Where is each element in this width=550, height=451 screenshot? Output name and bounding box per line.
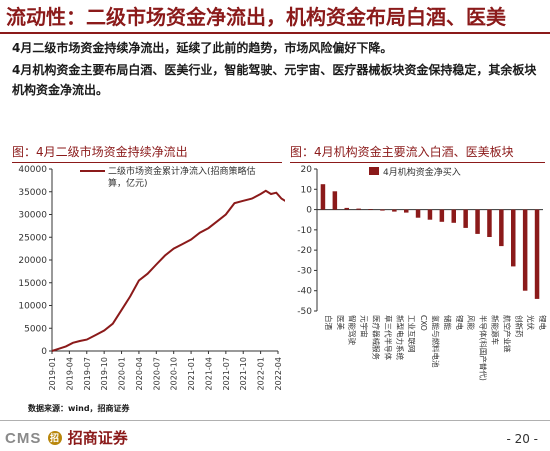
y-tick-label: 0: [306, 206, 312, 216]
x-category-label: 锂电: [455, 315, 465, 330]
x-tick-label: 2021-01: [187, 357, 196, 390]
bar: [451, 209, 456, 223]
x-category-label: 氢能与燃料电池: [431, 315, 441, 368]
bar: [499, 209, 504, 247]
y-tick-label: 40000: [18, 165, 47, 175]
y-tick-label: 20: [301, 165, 313, 175]
bar: [522, 209, 528, 291]
left-chart-title: 图：4月二级市场资金持续净流出: [12, 145, 188, 159]
bars: [320, 184, 540, 299]
logo-cn-text: 招商证券: [67, 430, 128, 447]
x-category-label: 锂电: [538, 315, 548, 330]
x-category-label: 元宇宙: [360, 315, 370, 338]
bar: [475, 209, 480, 234]
legend-label-cont: 算，亿元): [108, 177, 148, 189]
y-axis: 0 5000 10000 15000 20000 25000 30000 35000 40000: [18, 165, 53, 357]
y-tick-label: 10: [301, 185, 313, 195]
y-tick-label: 35000: [18, 188, 47, 198]
right-chart-title: 图：4月机构资金主要流入白酒、医美板块: [290, 145, 514, 159]
x-tick-label: 2019-04: [65, 357, 74, 390]
x-category-label: CXO: [419, 315, 428, 331]
x-tick-label: 2021-10: [239, 357, 248, 390]
x-category-label: 草三代半导体: [383, 315, 393, 360]
legend-label: 4月机构资金净买入: [383, 166, 461, 178]
y-tick-label: 20000: [18, 256, 47, 266]
x-tick-label: 2021-04: [204, 357, 213, 390]
x-tick-label: 2020-07: [152, 357, 161, 390]
legend-label: 二级市场资金累计净流入(招商策略估: [108, 165, 256, 177]
x-axis: 2019-01 2019-04 2019-07 2019-10 2020-01 2020-…: [48, 350, 283, 390]
logo-badge-icon: 招: [47, 431, 62, 445]
y-tick-label: 5000: [24, 324, 47, 334]
y-tick-label: -30: [297, 266, 312, 276]
x-category-label: 航空产业链: [502, 315, 512, 353]
series-line: [51, 189, 285, 352]
y-tick-label: 15000: [18, 279, 47, 289]
x-category-label: 风能: [467, 315, 477, 330]
x-category-label: 半导体(科国产替代): [479, 315, 489, 381]
bar: [380, 209, 385, 211]
bar: [534, 209, 540, 299]
bullet-2: 4月机构资金主要布局白酒、医美行业，智能驾驶、元宇宙、医疗器械板块资金保持稳定，…: [12, 63, 537, 97]
y-tick-label: 25000: [18, 233, 47, 243]
x-tick-label: 2019-07: [83, 357, 92, 390]
footer-divider: [0, 420, 550, 421]
bullet-1: 4月二级市场资金持续净流出，延续了此前的趋势，市场风险偏好下降。: [12, 41, 393, 55]
bar: [415, 209, 421, 218]
bar: [392, 209, 397, 212]
y-tick-label: -10: [297, 226, 312, 236]
bar: [463, 209, 468, 228]
x-category-label: 工业互联网: [407, 315, 417, 353]
y-tick-label: -40: [297, 287, 312, 297]
x-tick-label: 2020-04: [135, 357, 144, 390]
x-category-label: 医疗器械服务: [372, 315, 382, 360]
bar: [320, 184, 326, 210]
x-category-label: 医美: [336, 315, 346, 330]
legend-swatch: [369, 167, 379, 175]
y-tick-label: 10000: [18, 302, 47, 312]
bar: [344, 207, 349, 210]
bar: [511, 209, 516, 267]
slide-title: 流动性：二级市场资金净流出，机构资金布局白酒、医美: [6, 5, 506, 29]
x-category-label: 新能源车: [490, 315, 500, 345]
x-axis-labels: 白酒 医美 智能驾驶 元宇宙 医疗器械服务 草三代半导体 新型电力系统 工业互联网 CXO 氢能与…: [324, 315, 548, 381]
x-tick-label: 2021-07: [222, 357, 231, 390]
y-tick-label: 30000: [18, 211, 47, 221]
bar: [487, 209, 492, 237]
x-tick-label: 2020-10: [170, 357, 179, 390]
x-category-label: 储能: [443, 315, 453, 330]
x-tick-label: 2019-01: [48, 357, 57, 390]
bar: [332, 191, 338, 210]
x-category-label: 创新药: [514, 315, 524, 338]
x-tick-label: 2022-01: [257, 357, 266, 390]
bar: [404, 209, 409, 213]
bar: [356, 208, 361, 210]
x-category-label: 智能驾驶: [348, 315, 358, 345]
x-tick-label: 2022-04: [274, 357, 283, 390]
right-chart-title-rule: [290, 162, 545, 163]
logo-text: CMS: [5, 430, 42, 447]
y-axis: -50 -40 -30 -20 -10 0 10 20: [297, 165, 543, 317]
x-category-label: 白酒: [324, 315, 334, 330]
x-tick-label: 2019-10: [100, 357, 109, 390]
line-chart: 0 5000 10000 15000 20000 25000 30000 35000 40000…: [18, 165, 285, 390]
bar-chart: -50 -40 -30 -20 -10 0 10 20 白酒 医美 智能驾驶 元宇宙 医疗器械服务 草三…: [297, 165, 548, 381]
page-number: - 20 -: [506, 432, 538, 446]
brand-logo: CMS 招 招商证券: [5, 427, 128, 448]
x-tick-label: 2020-01: [118, 357, 127, 390]
title-divider: [0, 32, 550, 34]
x-category-label: 光伏: [526, 315, 536, 330]
bar: [427, 209, 433, 220]
bar: [368, 209, 373, 210]
y-tick-label: 0: [41, 347, 47, 357]
data-source: 数据来源：wind，招商证券: [28, 404, 130, 413]
bar: [439, 209, 445, 222]
left-chart-title-rule: [12, 162, 282, 163]
y-tick-label: -50: [297, 307, 312, 317]
y-tick-label: -20: [297, 246, 312, 256]
x-category-label: 新型电力系统: [395, 315, 405, 360]
